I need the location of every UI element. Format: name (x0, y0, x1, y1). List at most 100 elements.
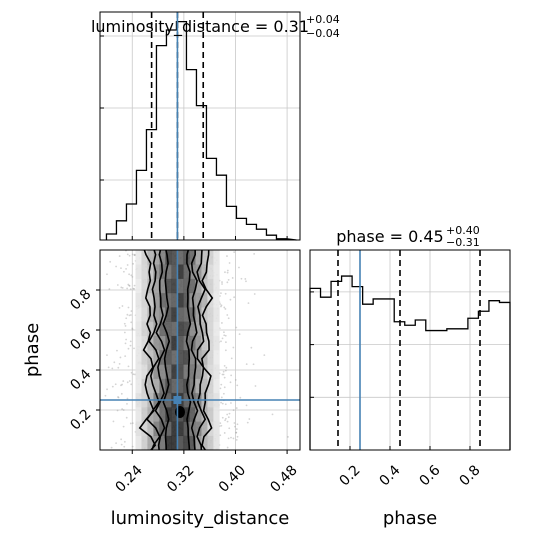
joint-contour-left-1 (145, 250, 161, 450)
joint-density-cell (177, 421, 184, 437)
joint-point (80, 401, 82, 403)
joint-point (219, 303, 222, 305)
joint-density-cell (141, 421, 148, 437)
joint-density-cell (159, 350, 166, 365)
joint-truth-marker (173, 396, 182, 404)
joint-point (123, 331, 126, 334)
joint-point (108, 288, 111, 290)
joint-density-cell (141, 335, 148, 351)
joint-point (253, 252, 256, 255)
joint-density-cell (153, 264, 160, 279)
joint-point (124, 355, 127, 358)
joint-point (229, 298, 232, 301)
joint-point (120, 392, 123, 395)
joint-density-cell (213, 364, 220, 379)
joint-density-cell (195, 421, 202, 437)
phase-y-tick-labels: 0.2 0.4 0.6 0.8 (67, 286, 94, 433)
joint-density-cell (141, 407, 148, 422)
joint-point (120, 286, 123, 289)
joint-point (220, 383, 223, 386)
joint-point (121, 383, 123, 386)
joint-contour-right-1 (196, 250, 207, 450)
joint-point (221, 373, 224, 376)
joint-density-cell (147, 292, 154, 308)
joint-ticks (96, 289, 288, 454)
joint-density-cell (165, 321, 172, 337)
joint-density-cell (213, 321, 220, 337)
joint-point (122, 380, 125, 382)
joint-density-cell (183, 292, 190, 308)
joint-density-cell (171, 307, 178, 322)
joint-point (226, 271, 229, 274)
joint-point (228, 427, 231, 430)
joint-point (223, 386, 226, 389)
joint-point (127, 306, 130, 309)
joint-point (115, 442, 117, 445)
joint-point (119, 356, 122, 359)
joint-density-peak (175, 406, 185, 418)
joint-density-cell (135, 321, 142, 337)
ld-xtick-label-0: 0.24 (113, 462, 146, 495)
joint-point (126, 253, 129, 256)
joint-point (131, 275, 134, 278)
joint-density-cell (189, 278, 196, 294)
joint-point (226, 314, 229, 316)
joint-density-cell (189, 378, 196, 394)
joint-point (232, 346, 235, 349)
joint-density-cell (195, 292, 202, 308)
joint-density-cell (213, 264, 220, 279)
joint-density-cell (135, 378, 142, 394)
joint-point (234, 379, 237, 381)
joint-density-cell (207, 278, 214, 294)
joint-density-cell (153, 307, 160, 322)
joint-point (116, 349, 118, 352)
luminosity-distance-title: luminosity_distance = 0.31 (91, 17, 309, 37)
joint-point (131, 328, 134, 331)
joint-density-cell (159, 250, 166, 265)
joint-point (122, 409, 125, 411)
joint-point (225, 341, 227, 344)
joint-density-cell (141, 364, 148, 379)
joint-point (224, 403, 227, 406)
joint-point (121, 408, 124, 410)
joint-point (124, 325, 127, 327)
joint-point (233, 422, 236, 424)
joint-density-cell (135, 292, 142, 308)
joint-point (131, 327, 134, 330)
joint-density-cell (177, 335, 184, 351)
joint-density-cell (195, 264, 202, 279)
joint-point (132, 373, 135, 376)
joint-density-cell (183, 307, 190, 322)
joint-point (130, 371, 133, 374)
joint-point (222, 373, 225, 376)
joint-point (126, 381, 129, 384)
joint-point (226, 413, 229, 416)
joint-density-cell (159, 364, 166, 379)
joint-density-cell (147, 264, 154, 279)
joint-density-cell (213, 278, 220, 294)
joint-point (235, 438, 238, 441)
joint-point (239, 396, 242, 399)
joint-point (106, 273, 108, 276)
joint-density-cell (183, 264, 190, 279)
joint-point (133, 253, 136, 256)
phase-xtick-label-3: 0.8 (457, 462, 484, 489)
joint-point (223, 432, 226, 434)
joint-point (233, 251, 236, 254)
joint-point (120, 443, 123, 446)
joint-density-cell (177, 264, 184, 279)
joint-density-cell (189, 407, 196, 422)
phase-xtick-label-1: 0.4 (377, 462, 404, 489)
joint-point (224, 292, 227, 295)
joint-point (250, 346, 253, 349)
joint-point (123, 322, 126, 325)
joint-density-cell (201, 250, 208, 265)
joint-point (111, 385, 114, 388)
joint-point (127, 347, 130, 350)
joint-density-cell (135, 307, 142, 322)
joint-density-cell (177, 307, 184, 322)
joint-point (235, 407, 238, 409)
joint-point (225, 366, 228, 369)
joint-density-cell (189, 350, 196, 365)
joint-point (245, 280, 247, 283)
